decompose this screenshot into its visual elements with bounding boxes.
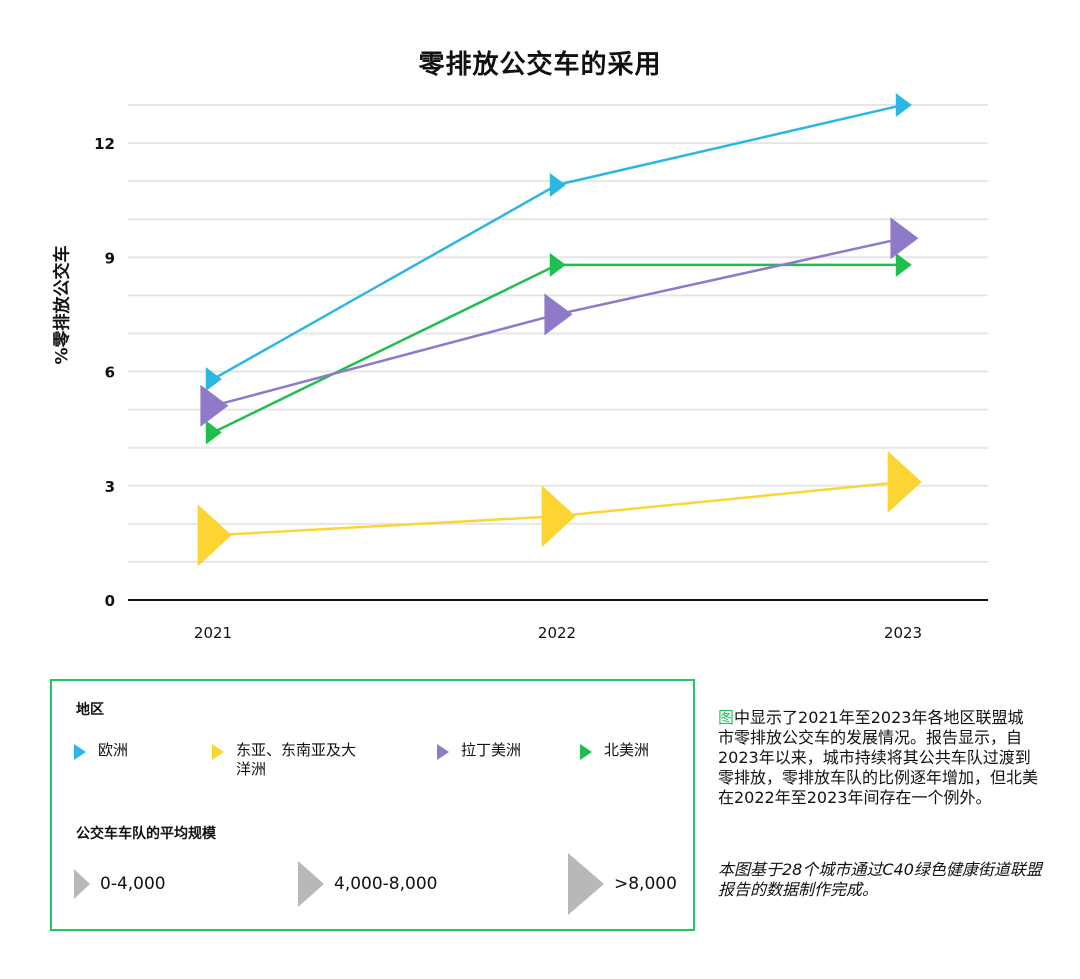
small-triangle-icon (74, 869, 90, 899)
x-tick-label: 2022 (538, 624, 576, 642)
legend-size-heading: 公交车车队的平均规模 (76, 826, 216, 842)
data-point-marker (197, 504, 232, 567)
triangle-marker-icon (74, 744, 86, 760)
legend-item-east-asia-oceania: 东亚、东南亚及大 洋洲 (212, 741, 356, 779)
note-highlight: 图 (718, 708, 735, 727)
data-point-marker (205, 420, 222, 445)
medium-triangle-icon (298, 861, 324, 907)
series-line (212, 103, 904, 381)
y-tick-label: 9 (105, 249, 115, 267)
data-point-marker (200, 384, 229, 427)
y-tick-label: 0 (105, 592, 115, 610)
series-group-item (197, 450, 922, 567)
data-point-marker (205, 367, 222, 392)
series-group (197, 93, 922, 567)
series-group-item (205, 252, 912, 445)
large-triangle-icon (568, 853, 604, 915)
note-text: 中显示了2021年至2023年各地区联盟城市零排放公交车的发展情况。报告显示，自… (718, 708, 1039, 807)
legend-label: 北美洲 (604, 741, 650, 759)
legend-label: 拉丁美洲 (461, 741, 522, 759)
y-tick-labels: 0 3 6 9 12 (94, 135, 115, 610)
source-note: 本图基于28个城市通过C40绿色健康街道联盟报告的数据制作完成。 (718, 860, 1042, 899)
grid-lines (128, 104, 988, 563)
data-point-marker (549, 252, 566, 277)
legend-label: 欧洲 (98, 741, 129, 759)
data-point-marker (890, 217, 919, 260)
legend: 地区 欧洲 东亚、东南亚及大 洋洲 拉丁美洲 北美洲 公交车车队的平均规模 0-… (50, 679, 695, 931)
legend-item-north-america: 北美洲 (580, 741, 649, 760)
legend-label-line2: 洋洲 (236, 760, 267, 778)
triangle-marker-icon (212, 744, 224, 760)
description-note: 图中显示了2021年至2023年各地区联盟城市零排放公交车的发展情况。报告显示，… (718, 708, 1038, 808)
legend-size-small: 0-4,000 (74, 869, 166, 899)
x-tick-labels: 2021 2022 2023 (194, 624, 922, 642)
data-point-marker (544, 293, 573, 336)
data-point-marker (895, 93, 912, 117)
legend-size-label: 0-4,000 (100, 874, 166, 894)
series-line (212, 263, 903, 434)
series-group-item (200, 217, 919, 427)
legend-region-heading: 地区 (76, 702, 104, 718)
legend-size-label: 4,000-8,000 (334, 874, 438, 894)
triangle-marker-icon (437, 744, 449, 760)
legend-label: 东亚、东南亚及大 (236, 741, 357, 759)
series-group-item (205, 93, 912, 392)
y-tick-label: 3 (105, 478, 115, 496)
legend-item-latin-america: 拉丁美洲 (437, 741, 521, 760)
chart-plot: 0 3 6 9 12 2021 2022 2023 (94, 93, 988, 642)
data-point-marker (887, 450, 922, 513)
y-tick-label: 12 (94, 135, 115, 153)
x-tick-label: 2023 (884, 624, 922, 642)
y-tick-label: 6 (105, 364, 115, 382)
triangle-marker-icon (580, 744, 592, 760)
chart-title: 零排放公交车的采用 (418, 50, 662, 80)
y-axis-label: %零排放公交车 (52, 245, 73, 365)
legend-size-large: >8,000 (568, 853, 677, 915)
legend-item-europe: 欧洲 (74, 741, 128, 760)
data-point-marker (895, 252, 912, 277)
data-point-marker (549, 172, 566, 197)
legend-size-label: >8,000 (614, 874, 677, 894)
x-tick-label: 2021 (194, 624, 232, 642)
legend-size-medium: 4,000-8,000 (298, 861, 437, 907)
data-point-marker (541, 485, 576, 548)
